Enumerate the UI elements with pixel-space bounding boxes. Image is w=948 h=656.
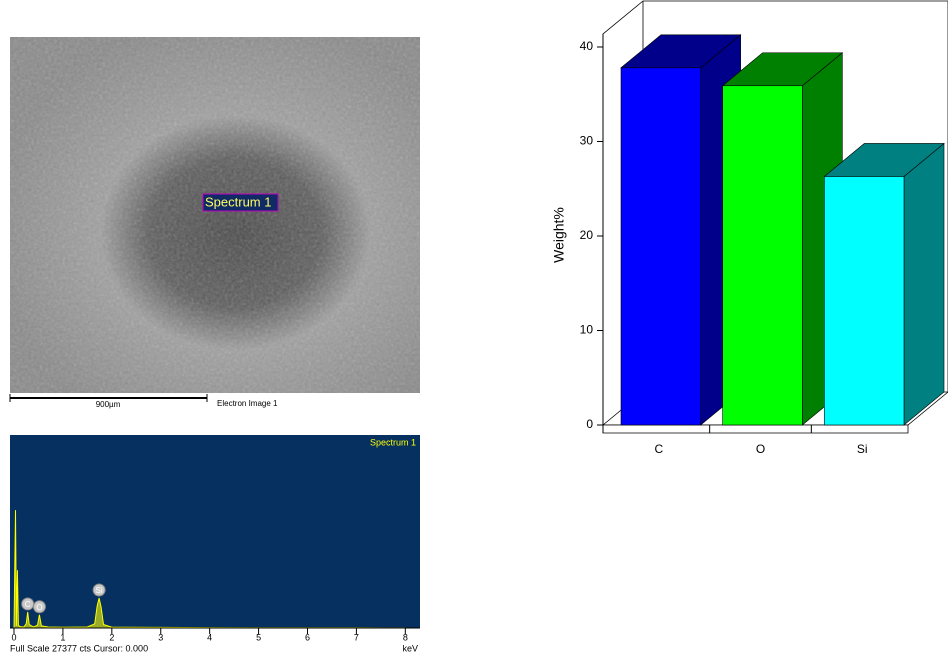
bar [723, 86, 803, 425]
bar-side [904, 143, 944, 425]
page: Spectrum 1 900µm Electron Image 1 COSiSp… [0, 0, 948, 656]
spectrum-title: Spectrum 1 [370, 437, 416, 447]
image-caption: Electron Image 1 [217, 399, 278, 408]
y-tick-label: 40 [580, 39, 594, 53]
bar [621, 68, 701, 425]
y-tick-label: 20 [580, 228, 594, 242]
peak-label: C [25, 600, 31, 609]
floor-edge [603, 425, 908, 433]
scale-bar-label: 900µm [96, 400, 121, 409]
x-tick-label: C [654, 442, 663, 456]
x-unit: keV [402, 643, 418, 653]
x-tick-label: 2 [109, 632, 114, 642]
y-tick-label: 10 [580, 323, 594, 337]
x-tick-label: 5 [256, 632, 261, 642]
sem-texture [10, 37, 420, 393]
y-tick-label: 0 [586, 417, 593, 431]
peak-label: Si [96, 586, 103, 595]
x-tick-label: 4 [207, 632, 212, 642]
x-tick-label: 1 [60, 632, 65, 642]
peak-label: O [36, 603, 42, 612]
bar [824, 176, 904, 425]
spectrum-footer: Full Scale 27377 cts Cursor: 0.000 [10, 643, 148, 653]
x-tick-label: 3 [158, 632, 163, 642]
x-tick-label: 7 [354, 632, 359, 642]
x-tick-label: 6 [305, 632, 310, 642]
spectrum-panel [10, 435, 420, 628]
electron-image: Spectrum 1 900µm Electron Image 1 [10, 37, 420, 409]
y-axis-label: Weight% [551, 207, 567, 263]
x-tick-label: O [756, 442, 765, 456]
marker-label: Spectrum 1 [205, 194, 271, 209]
x-tick-label: 0 [11, 632, 16, 642]
x-tick-label: Si [857, 442, 868, 456]
y-tick-label: 30 [580, 134, 594, 148]
x-tick-label: 8 [403, 632, 408, 642]
figure: Spectrum 1 900µm Electron Image 1 COSiSp… [0, 0, 948, 656]
